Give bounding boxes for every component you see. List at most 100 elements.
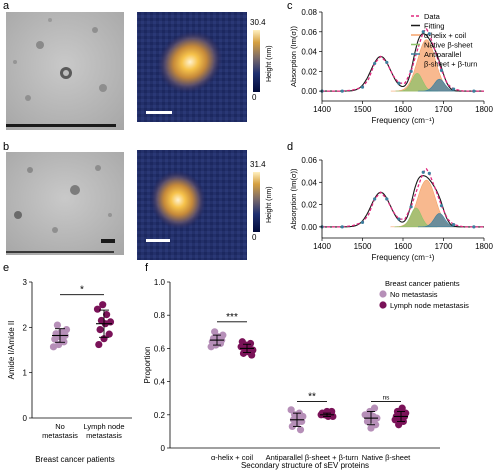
y-tick-label-c: 0.00 bbox=[301, 87, 317, 96]
point-e-0 bbox=[53, 321, 62, 329]
data-point-d bbox=[472, 225, 476, 229]
panel-label-b: b bbox=[3, 141, 9, 153]
tem-scale-bar-a bbox=[6, 124, 116, 127]
afm-image-b bbox=[137, 150, 247, 260]
data-point-c bbox=[472, 89, 476, 93]
significance-label-f-1: ** bbox=[308, 392, 316, 403]
panel-label-c: c bbox=[287, 0, 293, 12]
legend-label-0: Data bbox=[424, 12, 441, 21]
chart-c: 1400 1500 1600 1700 1800 0.00 0.02 0.04 0.06 0.08… bbox=[289, 8, 493, 125]
y-tick-label-d: 0.06 bbox=[301, 156, 317, 165]
legend-label-4: Antiparallel bbox=[424, 50, 461, 59]
point-f-1 bbox=[246, 339, 255, 348]
point-e-1 bbox=[93, 305, 102, 313]
y-tick-label-c: 0.04 bbox=[301, 48, 317, 57]
data-line-d bbox=[322, 167, 484, 228]
point-e-1 bbox=[97, 316, 105, 325]
data-point-c bbox=[360, 85, 365, 89]
data-point-d bbox=[427, 171, 431, 175]
data-point-d bbox=[452, 223, 456, 227]
point-e-1 bbox=[105, 330, 113, 338]
point-f-0 bbox=[370, 404, 379, 412]
y-tick-label-d: 0.04 bbox=[301, 178, 317, 187]
colorbar-a: 30.4 0 Height (nm) bbox=[250, 18, 273, 102]
y-tick-label-e: 2 bbox=[23, 323, 28, 332]
legend-label-f-1: Lymph node metastasis bbox=[390, 301, 469, 310]
point-e-1 bbox=[103, 311, 111, 319]
panel-label-a: a bbox=[3, 0, 10, 12]
data-point-c bbox=[427, 32, 431, 36]
data-point-c bbox=[385, 60, 389, 65]
y-tick-label-d: 0.00 bbox=[301, 223, 317, 232]
point-e-0 bbox=[60, 338, 68, 346]
x-tick-label-c: 1600 bbox=[394, 105, 412, 114]
data-point-d bbox=[340, 225, 344, 229]
colorbar-a-max: 30.4 bbox=[250, 18, 266, 27]
afm-scale-bar-a bbox=[146, 111, 172, 114]
panel-label-e: e bbox=[3, 262, 9, 274]
y-tick-label-f: 0.6 bbox=[154, 344, 166, 353]
data-point-c bbox=[340, 89, 344, 93]
y-tick-label-c: 0.06 bbox=[301, 28, 317, 37]
point-f-0 bbox=[211, 328, 219, 336]
y-tick-label-f: 1.0 bbox=[154, 278, 166, 287]
category-label-e-1: Lymph node bbox=[83, 422, 124, 431]
x-tick-label-d: 1500 bbox=[354, 242, 372, 251]
tem-image-a bbox=[6, 12, 124, 130]
x-axis-label-e: Breast cancer patients bbox=[35, 455, 115, 464]
legend-swatch-f-0 bbox=[379, 290, 387, 298]
category-label-e-0: metastasis bbox=[42, 431, 78, 440]
x-axis-label-d: Frequency (cm⁻¹) bbox=[372, 253, 435, 262]
data-point-d bbox=[360, 220, 365, 224]
point-f-0 bbox=[296, 426, 305, 434]
y-tick-label-f: 0.4 bbox=[154, 378, 166, 387]
data-point-c bbox=[421, 30, 425, 34]
y-tick-label-f: 0 bbox=[161, 444, 166, 453]
point-f-1 bbox=[328, 407, 336, 416]
data-point-d bbox=[409, 205, 413, 209]
y-axis-label-f: Proportion bbox=[143, 347, 152, 384]
colorbar-b-max: 31.4 bbox=[250, 160, 266, 169]
legend-label-1: Fitting bbox=[424, 22, 444, 31]
tem-scale-bar-b bbox=[101, 239, 115, 243]
x-tick-label-d: 1700 bbox=[435, 242, 453, 251]
colorbar-b-min: 0 bbox=[252, 233, 257, 242]
x-tick-label-c: 1400 bbox=[313, 105, 331, 114]
y-tick-label-e: 1 bbox=[23, 369, 28, 378]
data-point-d bbox=[385, 197, 389, 201]
point-f-1 bbox=[398, 404, 406, 412]
point-e-0 bbox=[62, 326, 71, 334]
y-tick-label-c: 0.08 bbox=[301, 8, 317, 17]
legend-label-5: β-sheet + β-turn bbox=[424, 60, 477, 69]
significance-label-f-2: ns bbox=[383, 395, 391, 402]
point-e-1 bbox=[96, 326, 104, 334]
panel-label-d: d bbox=[287, 141, 293, 153]
legend-label-f-0: No metastasis bbox=[390, 290, 438, 299]
category-label-f-1: Antiparallel β-sheet + β-turn bbox=[266, 453, 359, 462]
x-axis-label-c: Frequency (cm⁻¹) bbox=[372, 116, 435, 125]
x-tick-label-c: 1800 bbox=[475, 105, 493, 114]
colorbar-a-min: 0 bbox=[252, 93, 257, 102]
point-e-1 bbox=[99, 301, 107, 309]
y-axis-label-e: Amide I/Amide II bbox=[7, 321, 16, 380]
point-f-0 bbox=[219, 331, 227, 339]
category-label-e-0: No bbox=[55, 422, 65, 431]
component-d-1 bbox=[390, 179, 463, 228]
data-point-c bbox=[397, 81, 401, 85]
afm-scale-bar-b bbox=[146, 239, 170, 242]
category-label-f-2: Native β-sheet bbox=[362, 453, 411, 462]
chart-f: 0 0.2 0.4 0.6 0.8 1.0 α-helix + coil *** Antipar… bbox=[143, 278, 469, 470]
y-tick-label-e: 3 bbox=[23, 278, 28, 287]
x-tick-label-c: 1500 bbox=[354, 105, 372, 114]
tem-image-b bbox=[6, 152, 124, 255]
y-tick-label-d: 0.02 bbox=[301, 201, 317, 210]
data-point-c bbox=[452, 87, 456, 91]
point-e-1 bbox=[106, 318, 115, 326]
data-point-d bbox=[421, 170, 425, 174]
chart-d: 1400 1500 1600 1700 1800 0.00 0.02 0.04 0.06 Freq… bbox=[289, 156, 493, 262]
category-label-f-0: α-helix + coil bbox=[211, 453, 253, 462]
data-point-d bbox=[373, 197, 377, 201]
fitting-line-d bbox=[322, 175, 484, 228]
data-point-c bbox=[439, 68, 444, 72]
